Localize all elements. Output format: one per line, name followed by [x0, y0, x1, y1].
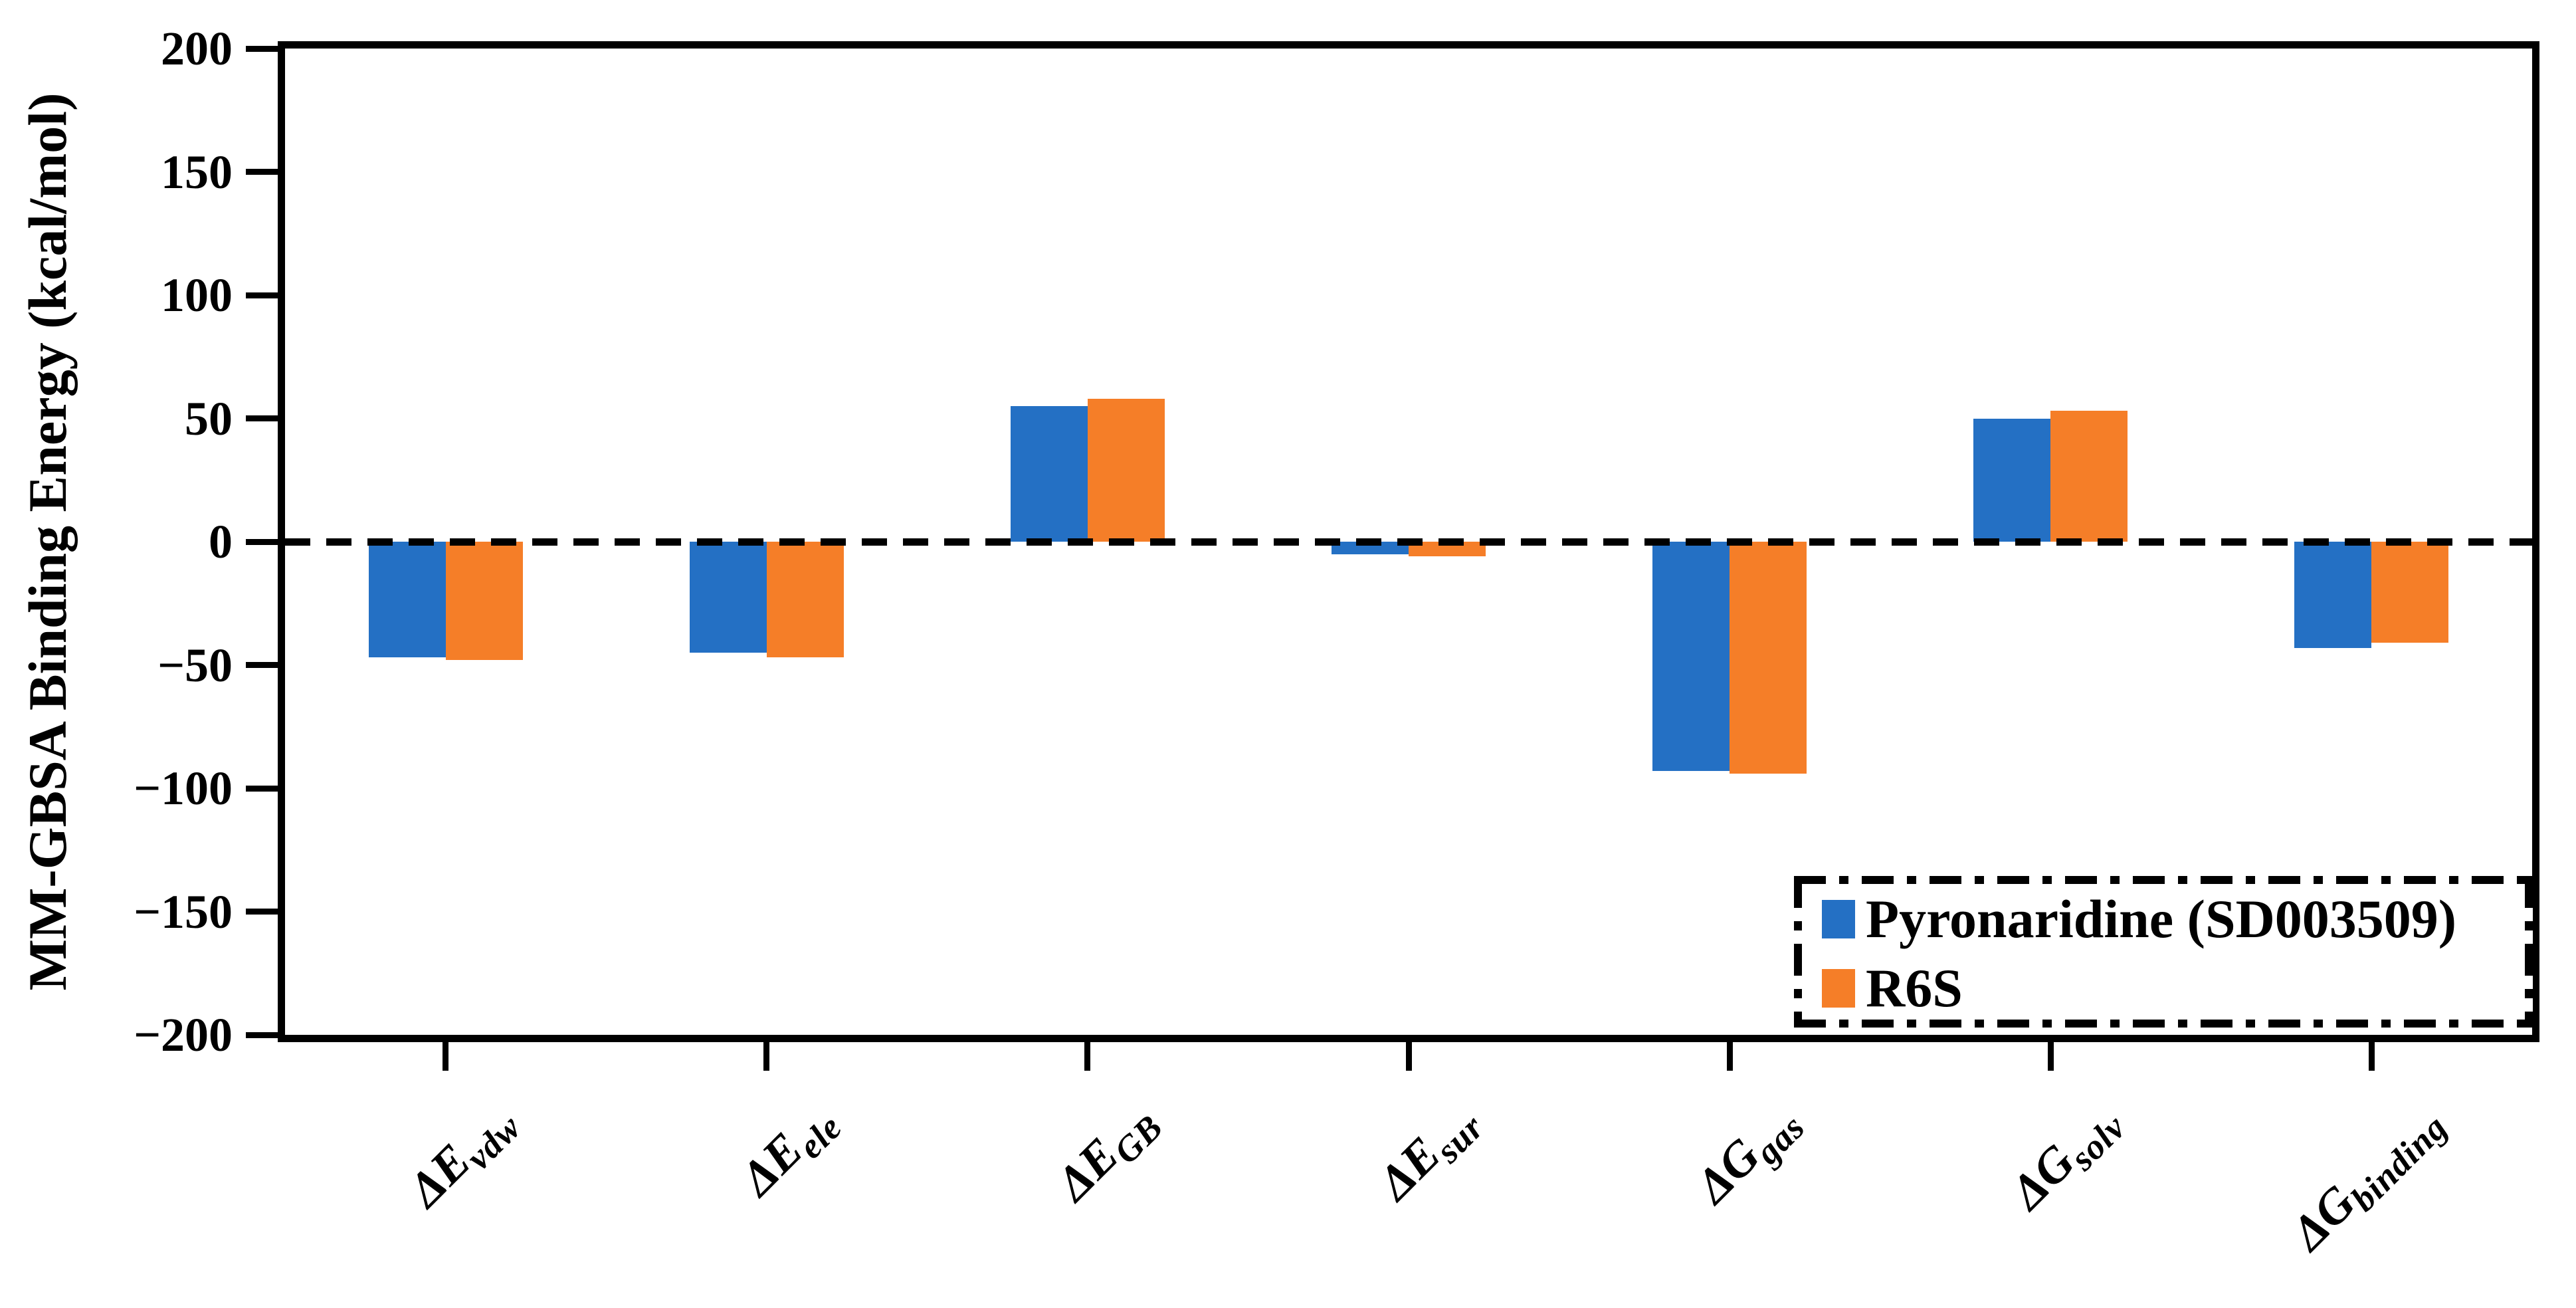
y-tick-label: 200: [161, 22, 233, 75]
y-tick-200: [246, 45, 278, 52]
y-tick-100: [246, 292, 278, 298]
x-category-label-sur: ΔEsur: [1367, 1107, 1492, 1210]
y-tick-label: −150: [133, 885, 233, 938]
legend-border-top: [1794, 876, 2533, 884]
bar-pyronaridine-gas: [1652, 542, 1730, 772]
y-tick-0: [246, 538, 278, 545]
y-tick-label: 50: [185, 391, 233, 445]
pyronaridine-color-swatch-icon: [1822, 900, 1855, 938]
x-category-label-gas: ΔGgas: [1685, 1107, 1813, 1214]
y-tick-50: [246, 415, 278, 421]
x-tick-GB: [1084, 1035, 1091, 1071]
bar-pyronaridine-binding: [2294, 542, 2372, 648]
legend-label-r6s: R6S: [1866, 958, 1963, 1018]
y-tick-−200: [246, 1032, 278, 1038]
y-tick-−100: [246, 785, 278, 792]
y-tick-150: [246, 169, 278, 175]
legend-border-bottom: [1794, 1020, 2533, 1028]
legend-box: Pyronaridine (SD003509) R6S: [1794, 876, 2533, 1028]
x-category-label-binding: ΔGbinding: [2280, 1107, 2455, 1261]
bar-r6s-solv: [2050, 411, 2128, 542]
x-tick-binding: [2368, 1035, 2375, 1071]
bar-r6s-gas: [1730, 542, 1807, 774]
x-category-label-GB: ΔEGB: [1045, 1107, 1171, 1212]
y-tick-label: 0: [209, 515, 233, 568]
y-tick-label: −200: [133, 1008, 233, 1061]
bar-r6s-vdw: [445, 542, 523, 661]
y-tick-label: −100: [133, 762, 233, 815]
legend-entry-r6s: R6S: [1822, 958, 2526, 1018]
y-tick-label: −50: [157, 638, 233, 692]
legend-entry-pyronaridine: Pyronaridine (SD003509): [1822, 889, 2526, 949]
bar-pyronaridine-solv: [1973, 418, 2051, 542]
r6s-color-swatch-icon: [1822, 969, 1855, 1008]
x-tick-ele: [763, 1035, 770, 1071]
x-tick-vdw: [443, 1035, 449, 1071]
x-tick-solv: [2047, 1035, 2054, 1071]
legend-border-right: [2525, 876, 2533, 1028]
bar-pyronaridine-ele: [689, 542, 767, 653]
y-tick-label: 100: [161, 269, 233, 322]
bar-pyronaridine-vdw: [368, 542, 446, 658]
bar-r6s-binding: [2371, 542, 2449, 643]
x-category-label-vdw: ΔEvdw: [397, 1107, 529, 1218]
y-tick-−150: [246, 909, 278, 915]
x-tick-gas: [1726, 1035, 1733, 1071]
x-category-label-solv: ΔGsolv: [2000, 1107, 2134, 1220]
x-category-label-ele: ΔEele: [730, 1107, 850, 1206]
bar-r6s-GB: [1087, 398, 1165, 542]
bar-pyronaridine-GB: [1010, 405, 1088, 542]
legend-entries: Pyronaridine (SD003509) R6S: [1822, 889, 2526, 1018]
legend-border-left: [1794, 876, 1802, 1028]
x-tick-sur: [1405, 1035, 1412, 1071]
legend-label-pyronaridine: Pyronaridine (SD003509): [1866, 889, 2457, 949]
bar-r6s-ele: [766, 542, 844, 658]
y-tick-label: 150: [161, 145, 233, 199]
y-tick-−50: [246, 662, 278, 668]
zero-baseline-dashed-line: [285, 538, 2532, 546]
